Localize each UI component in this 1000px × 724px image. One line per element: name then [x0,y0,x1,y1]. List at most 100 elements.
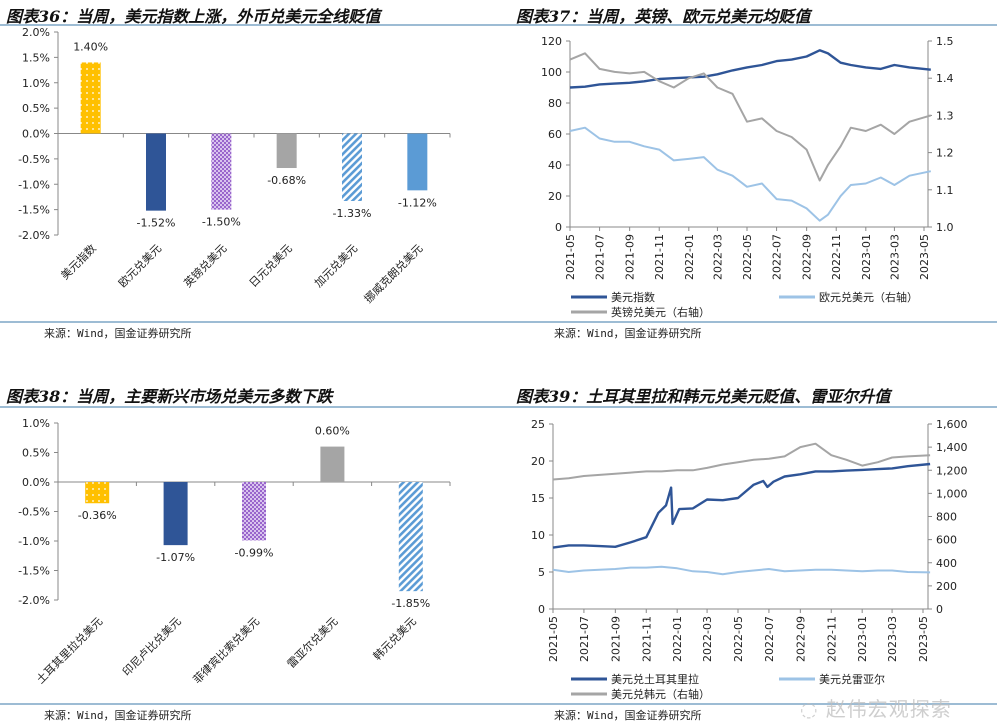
right-tick-label: 800 [936,511,957,524]
bar-0 [80,62,101,134]
x-tick-label: 2021-05 [547,616,560,662]
chart36-title: 图表36：当周，美元指数上涨，外币兑美元全线贬值 [6,7,381,26]
chart37-title-rule [500,24,997,26]
chart37-title: 图表37：当周，英镑、欧元兑美元均贬值 [516,7,811,26]
data-label: -0.36% [78,509,117,522]
left-tick-label: 0 [538,603,545,616]
y-tick-label: -1.0% [18,178,50,191]
x-tick-label: 2022-03 [701,616,714,662]
series-line-0 [569,49,931,89]
category-label: 挪威克朗兑美元 [361,241,425,305]
data-label: -1.33% [333,207,372,220]
right-tick-label: 1.3 [936,109,954,122]
x-tick-label: 2021-09 [609,616,622,662]
y-tick-label: 0.0% [22,476,50,489]
x-tick-label: 2022-09 [801,234,814,280]
right-tick-label: 1.1 [936,184,954,197]
series-line-0 [552,462,931,549]
category-label: 欧元兑美元 [115,241,164,290]
x-tick-label: 2023-03 [886,616,899,662]
right-tick-label: 1,200 [936,464,968,477]
x-tick-label: 2022-11 [830,234,843,280]
legend-label-1: 英镑兑美元（右轴） [611,305,710,319]
category-label: 美元指数 [58,241,99,282]
chart39-title-rule [500,406,997,408]
y-tick-label: 1.0% [22,77,50,90]
data-label: -1.07% [156,551,195,564]
chart39-source-rule [500,703,997,705]
category-label: 加元兑美元 [311,241,360,290]
left-tick-label: 40 [548,159,562,172]
right-tick-label: 600 [936,534,957,547]
bar-2 [242,482,266,541]
right-tick-label: 1,400 [936,441,968,454]
legend-label-2: 美元兑雷亚尔 [819,672,885,686]
left-tick-label: 5 [538,566,545,579]
chart36-title-rule [0,24,500,26]
chart38-source: 来源：Wind，国金证券研究所 [44,709,192,722]
right-tick-label: 1,000 [936,487,968,500]
x-tick-label: 2022-11 [825,616,838,662]
series-line-1 [569,52,932,182]
data-label: -1.12% [398,196,437,209]
bar-1 [146,133,166,211]
x-tick-label: 2022-09 [794,616,807,662]
category-label: 日元兑美元 [246,241,295,290]
y-tick-label: 0.5% [22,102,50,115]
chart38-source-rule [0,703,500,705]
chart36-source: 来源：Wind，国金证券研究所 [44,327,192,340]
y-tick-label: -1.5% [18,565,50,578]
data-label: -1.50% [202,216,241,229]
chart36-source-rule [0,321,500,323]
series-line-2 [569,126,932,222]
left-tick-label: 10 [531,529,545,542]
x-tick-label: 2022-03 [711,234,724,280]
bar-4 [398,482,423,592]
bar-3 [320,446,345,482]
left-tick-label: 20 [531,455,545,468]
y-tick-label: -1.0% [18,535,50,548]
chart38-title-rule [0,406,500,408]
y-tick-label: 1.0% [22,417,50,430]
right-tick-label: 1,600 [936,418,968,431]
bar-1 [163,482,188,546]
chart37-source: 来源：Wind，国金证券研究所 [554,327,702,340]
chart37-source-rule [500,321,997,323]
data-label: -1.85% [391,597,430,610]
right-tick-label: 1.4 [936,72,954,85]
y-tick-label: -1.5% [18,204,50,217]
legend-label-0: 美元指数 [611,290,655,304]
x-tick-label: 2022-05 [741,234,754,280]
left-tick-label: 80 [548,97,562,110]
category-label: 菲律宾比索兑美元 [190,614,262,686]
right-tick-label: 1.5 [936,35,954,48]
right-tick-label: 1.0 [936,221,954,234]
watermark-text: 赵伟宏观探索 [825,697,952,721]
legend-label-2: 欧元兑美元（右轴） [819,290,918,304]
bar-5 [407,133,428,191]
watermark-logo: ◌ 赵伟宏观探索 [800,697,952,721]
x-tick-label: 2023-05 [917,616,930,662]
bar-0 [85,482,110,504]
left-tick-label: 120 [541,35,562,48]
x-tick-label: 2021-07 [594,234,607,280]
category-label: 英镑兑美元 [181,241,230,290]
series-line-1 [552,442,931,481]
x-tick-label: 2022-01 [683,234,696,280]
x-tick-label: 2022-01 [671,616,684,662]
right-tick-label: 200 [936,580,957,593]
x-tick-label: 2023-01 [860,234,873,280]
bar-2 [211,133,232,210]
y-tick-label: -0.5% [18,506,50,519]
y-tick-label: 0.5% [22,447,50,460]
category-label: 雷亚尔兑美元 [284,614,341,671]
x-tick-label: 2023-05 [918,234,931,280]
left-tick-label: 0 [555,221,562,234]
left-tick-label: 100 [541,66,562,79]
left-tick-label: 15 [531,492,545,505]
category-label: 印尼卢比兑美元 [119,614,183,678]
left-tick-label: 20 [548,190,562,203]
data-label: 0.60% [315,425,350,438]
bar-3 [276,133,297,169]
